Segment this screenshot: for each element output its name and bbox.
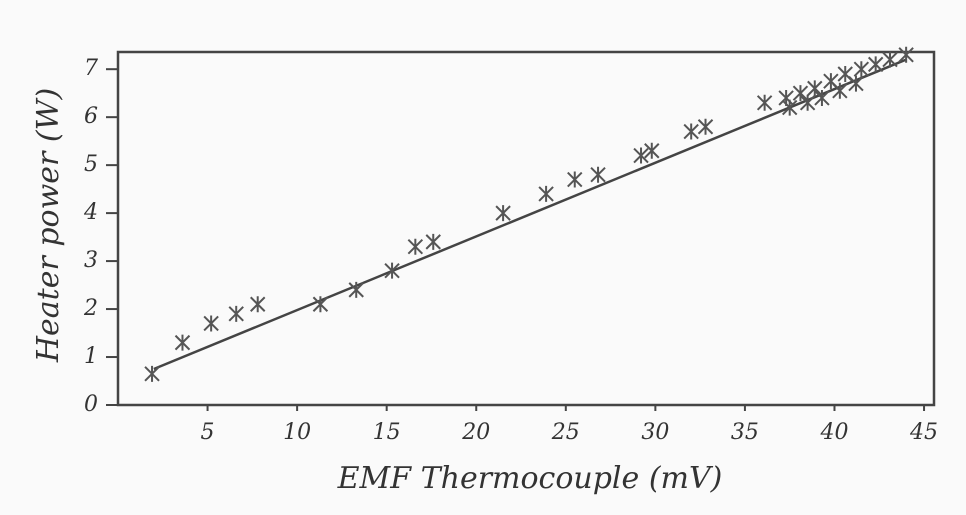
data-point [799,94,816,111]
x-tick-label: 10 [283,420,311,445]
y-tick-label: 1 [84,344,98,369]
y-tick-label: 6 [84,104,98,129]
x-tick-label: 20 [461,420,490,445]
data-point [792,85,809,102]
data-point [567,171,583,188]
data-point [697,118,714,135]
data-point [832,82,848,99]
x-tick-label: 30 [641,420,669,445]
data-point [203,315,219,332]
x-tick-label: 40 [819,420,848,445]
y-tick-label: 7 [84,56,98,81]
x-axis-label: EMF Thermocouple (mV) [337,461,723,496]
data-point [644,142,660,159]
x-tick-label: 5 [201,420,215,445]
x-tick-label: 45 [909,420,938,445]
data-point [144,365,160,382]
data-point [781,99,798,116]
y-tick-label: 4 [83,200,98,225]
x-tick-label: 25 [551,420,580,445]
data-point [898,46,914,63]
y-tick-label: 2 [83,296,98,321]
data-point [882,51,898,68]
data-point [407,238,424,255]
x-tick-label: 15 [373,420,401,445]
data-point [495,205,511,222]
data-point [250,296,266,313]
data-point [867,56,884,73]
data-point [814,89,830,106]
y-tick-label: 5 [84,152,98,177]
plot-frame [116,50,936,407]
data-point [807,80,823,97]
y-tick-label: 0 [84,392,98,417]
y-tick-label: 3 [84,248,98,273]
data-point [848,75,864,92]
x-tick-label: 35 [731,420,759,445]
data-point [425,233,441,250]
data-point [228,305,244,322]
data-point [348,281,364,298]
fit-line [153,58,907,371]
y-axis-label: Heater power (W) [31,88,66,363]
data-point [174,334,191,351]
data-point [538,185,554,202]
data-point [633,147,649,164]
data-point [312,296,329,313]
data-point [756,94,773,111]
data-point [384,262,400,279]
data-point [590,166,606,183]
data-point [683,123,699,140]
data-point [853,61,870,78]
